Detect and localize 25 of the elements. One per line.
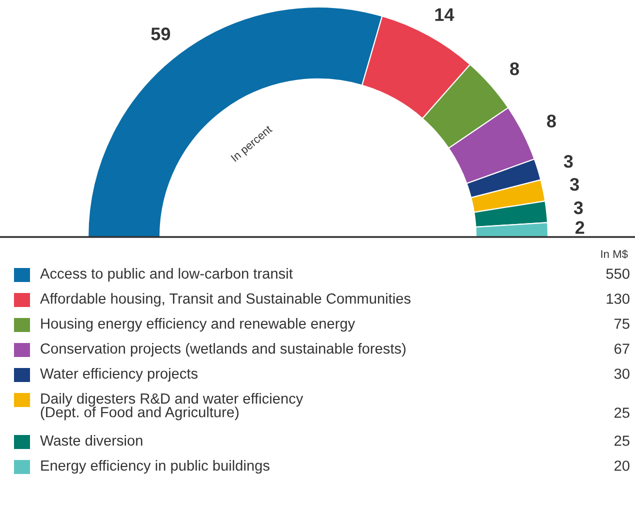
legend-label: Access to public and low-carbon transit bbox=[40, 268, 293, 282]
data-label: 14 bbox=[435, 8, 454, 21]
text: 25 bbox=[614, 436, 630, 446]
text: 550 bbox=[606, 268, 630, 279]
data-label: 8 bbox=[546, 114, 556, 128]
legend-label: Housing energy efficiency and renewable energy bbox=[41, 318, 356, 332]
text: 25 bbox=[614, 408, 630, 418]
legend-label: Energy efficiency in public buildings bbox=[41, 460, 270, 474]
legend-label: Water efficiency projects bbox=[40, 368, 198, 382]
text: 130 bbox=[606, 294, 630, 304]
text: 67 bbox=[614, 344, 630, 354]
data-label: 8 bbox=[510, 62, 519, 76]
legend-label: Conservation projects (wetlands and sustainable forests) bbox=[40, 343, 406, 357]
text: 75 bbox=[614, 318, 630, 329]
text: 20 bbox=[614, 460, 630, 471]
data-label: 3 bbox=[574, 201, 583, 214]
data-label: 3 bbox=[564, 154, 573, 168]
legend-label: Affordable housing, Transit and Sustainable Communities bbox=[40, 293, 410, 307]
text: In M$ bbox=[601, 250, 628, 259]
data-label: 2 bbox=[575, 221, 584, 234]
data-label: 3 bbox=[570, 178, 579, 191]
legend-label: Daily digesters R&D and water efficiency (Dept. of Food and Agriculture) bbox=[40, 393, 304, 420]
legend-label: Waste diversion bbox=[40, 435, 142, 446]
data-label: 59 bbox=[151, 28, 170, 40]
text: 30 bbox=[614, 368, 630, 379]
